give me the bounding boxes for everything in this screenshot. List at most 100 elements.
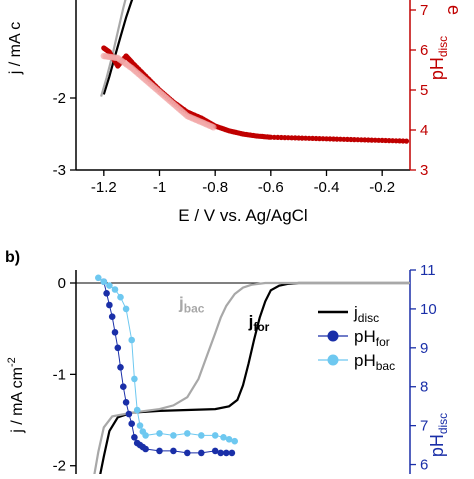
legend-entry-main: j [353, 303, 358, 322]
panel-a-series-j_bac-line [100, 0, 127, 97]
panel-b-series [92, 274, 410, 479]
panel-b-y-right-tick-label: 11 [420, 262, 436, 279]
panel-b-ph_for-point [223, 449, 230, 457]
panel-a-y-right-label-main: pH [427, 57, 447, 80]
panel-b-ph_bac-point [95, 274, 102, 282]
panel-b-ph_bac-point [211, 432, 219, 439]
panel-b-ph_for-point [120, 383, 127, 391]
panel-b-ph_bac-point [142, 432, 149, 439]
panel-b-ph_bac-point [100, 278, 108, 286]
panel-b-ph_for-point [131, 434, 138, 441]
panel-b-y-left-label-sup: -2 [6, 357, 18, 367]
panel-b-annotation-main: j [248, 312, 254, 331]
panel-b-ph_bac-point [220, 434, 227, 441]
panel-b-ph_for-point [198, 449, 205, 457]
panel-b-ph_bac-point [170, 432, 177, 439]
panel-b-y-right-label-main: pH [427, 434, 447, 457]
panel-b-y-right-tick-label: 7 [420, 418, 428, 435]
panel-b-y-right-tick-label: 8 [420, 379, 428, 396]
panel-a-y-right-tick-label: 6 [420, 42, 428, 59]
legend-entry-sub: disc [358, 311, 379, 325]
panel-a-x-tick-label: -0.6 [258, 179, 284, 196]
panel-a-y-left-tick-label: -3 [53, 162, 66, 179]
panel-b-ph_for-point [184, 449, 191, 457]
panel-b-ph_bac-point [231, 437, 238, 445]
panel-b-y-left-tick-label: -2 [53, 458, 66, 474]
panel-a-x-tick-label: -0.2 [369, 179, 395, 196]
legend-entry-main: pH [354, 327, 376, 346]
panel-a: -1.2 -1 -0.8 -0.6 -0.4 -0.2 -3 -2 3 4 5 6 7 E / V … [7, 0, 464, 225]
panel-b-ph_for-point [111, 329, 119, 336]
legend-entry-disc: jdisc [353, 303, 379, 325]
panel-b-ph_bac-point [128, 336, 135, 344]
panel-b-ph_for-point [142, 445, 149, 453]
panel-b-ph_bac-point [131, 375, 138, 383]
panel-b-ph_for-point [170, 447, 177, 455]
panel-b-annotation-bac: jbac [178, 294, 205, 316]
panel-b-ph_bac-point [117, 293, 124, 301]
legend-swatch-marker [327, 330, 339, 342]
panel-b-ph_for-point [114, 344, 122, 352]
panel-b-ph_bac-point [122, 305, 130, 313]
panel-b-ph_for-point [103, 290, 110, 297]
panel-b-ph_for-point [106, 301, 113, 309]
panel-b-y-right-label: pHdisc [427, 413, 450, 457]
panel-a-y-left-label: j / mA c [7, 22, 24, 75]
panel-b-ph_for-point [211, 447, 219, 455]
panel-b-y-left-tick-label: -1 [53, 366, 66, 383]
panel-a-y-right-label-sub: disc [436, 36, 450, 57]
panel-a-ph_light-point [210, 124, 217, 131]
panel-a-x-ticks: -1.2 -1 -0.8 -0.6 -0.4 -0.2 [91, 170, 395, 196]
panel-a-x-tick-label: -1.2 [91, 179, 117, 196]
panel-a-y-right-label: pHdisc [427, 36, 450, 80]
panel-b-ph_bac-point [156, 430, 163, 437]
legend-entry-for: pHfor [354, 327, 390, 349]
panel-b-y-right-ticks: 6 7 8 9 10 11 [410, 262, 437, 474]
panel-a-y-left-ticks: -3 -2 [53, 90, 76, 179]
panel-b-ph_bac-point [225, 436, 233, 443]
svg-text:j / mA cm-2: j / mA cm-2 [6, 357, 26, 434]
svg-text:pHdisc: pHdisc [427, 36, 450, 80]
panel-a-series-j_for-line [102, 0, 134, 95]
panel-b-ph_bac-point [133, 406, 141, 414]
panel-b-ph_for-point [117, 364, 124, 371]
panel-b-y-left-tick-label: 0 [58, 275, 66, 292]
panel-b-ph_for-point [122, 399, 130, 406]
panel-a-y-right-tick-label: 3 [420, 162, 428, 179]
panel-b-y-right-tick-label: 10 [420, 301, 437, 318]
legend-entry-main: pH [354, 351, 376, 370]
panel-b-y-left-label: j / mA cm-2 [6, 357, 26, 434]
panel-b-ph_for-point [228, 449, 236, 457]
panel-a-right-letter: e [444, 5, 464, 15]
panel-b-ph_bac-point [106, 282, 113, 289]
panel-a-y-right-tick-label: 4 [420, 122, 428, 139]
panel-b-annotation-for: jfor [248, 312, 270, 334]
panel-b-annotation-main: j [178, 294, 184, 313]
legend-entry-sub: for [376, 335, 390, 349]
panel-a-x-axis-label: E / V vs. Ag/AgCl [178, 206, 307, 225]
panel-a-ph-point [403, 138, 410, 144]
panel-b-ph_for-point [125, 410, 133, 418]
panel-b-y-right-tick-label: 6 [420, 457, 428, 474]
panel-b-annotation-sub: for [253, 320, 269, 334]
panel-b-y-right-tick-label: 9 [420, 340, 428, 357]
panel-a-x-tick-label: -0.4 [314, 179, 340, 196]
panel-b-ph_bac-point [184, 430, 191, 437]
panel-a-x-tick-label: -1 [153, 179, 166, 196]
panel-b-y-right-label-sub: disc [436, 413, 450, 434]
legend-entry-sub: bac [376, 359, 395, 373]
legend-entry-bac: pHbac [354, 351, 395, 373]
panel-b-y-left-label-main: j / mA cm [9, 367, 26, 434]
panel-b-ph_for-point [217, 449, 224, 457]
svg-text:pHdisc: pHdisc [427, 413, 450, 457]
panel-b-ph_for-point [108, 313, 116, 321]
panel-a-y-right-tick-label: 5 [420, 82, 428, 99]
panel-a-y-left-tick-label: -2 [53, 90, 66, 107]
panel-b-ph_for-point [156, 447, 163, 455]
panel-b-y-left-ticks: -2 -1 0 [53, 275, 76, 475]
panel-a-x-tick-label: -0.8 [202, 179, 228, 196]
